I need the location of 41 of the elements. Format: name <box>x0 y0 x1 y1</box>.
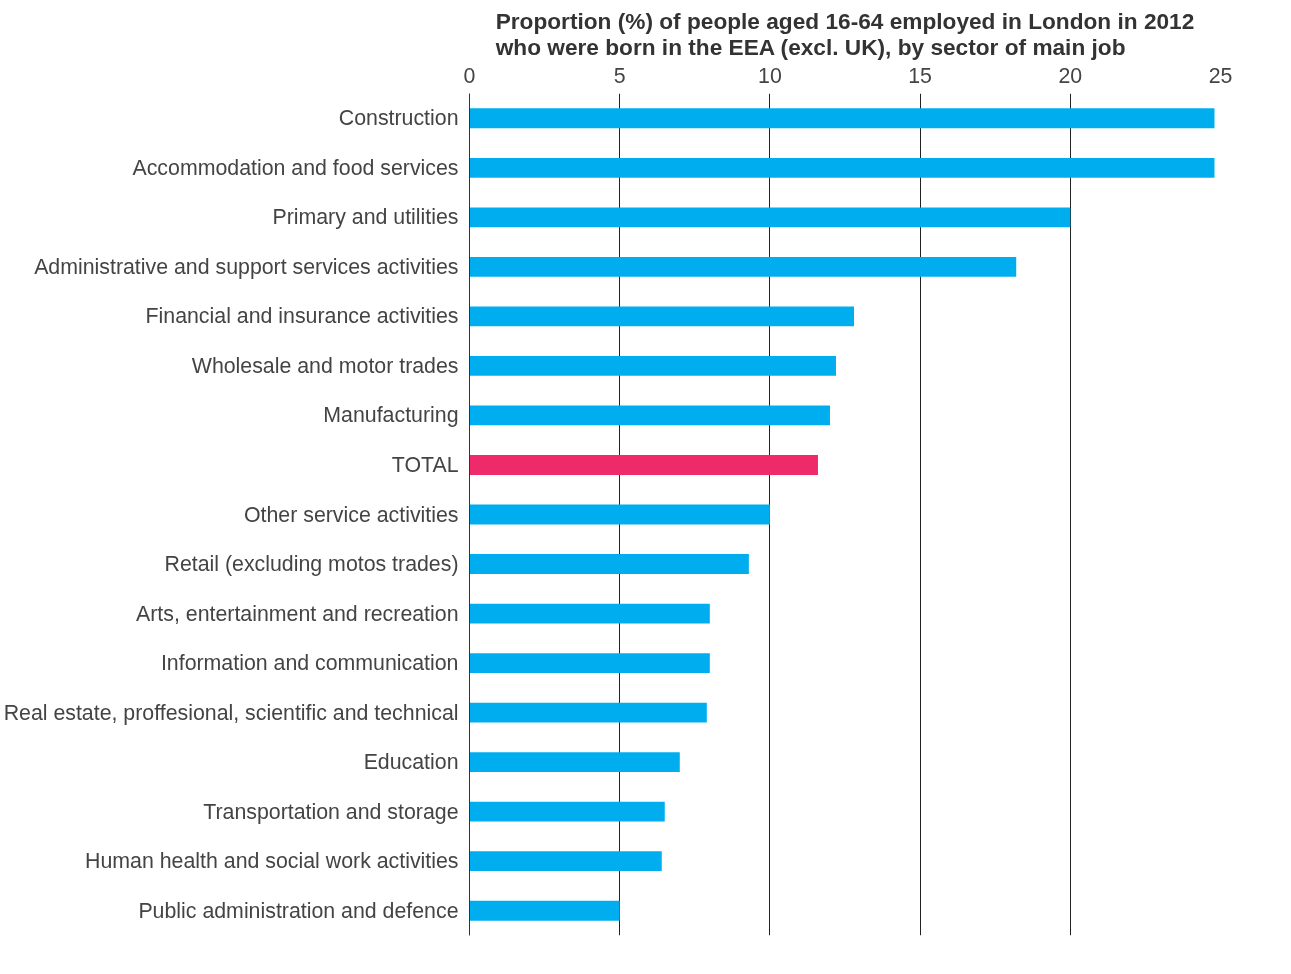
y-tick-label: Accommodation and food services <box>132 155 459 180</box>
bar <box>469 603 710 624</box>
bar <box>469 554 749 574</box>
x-tick-label: 5 <box>613 63 626 88</box>
bar <box>469 455 818 475</box>
y-tick-label: Education <box>363 750 459 775</box>
x-tick-label: 20 <box>1058 63 1083 88</box>
bar <box>469 256 1017 277</box>
y-tick-label: Public administration and defence <box>138 898 459 923</box>
y-tick-label: Arts, entertainment and recreation <box>136 601 459 626</box>
bar <box>469 108 1215 129</box>
bar <box>469 801 665 822</box>
x-tick-label: 0 <box>463 63 476 88</box>
y-tick-label: Retail (excluding motos trades) <box>164 552 459 577</box>
bar <box>469 356 836 376</box>
y-tick-label: Real estate, proffesional, scientific and technical <box>3 700 459 725</box>
bar <box>469 653 710 673</box>
y-tick-label: TOTAL <box>391 452 459 477</box>
chart-title: Proportion (%) of people aged 16-64 employed in London in 2012 who were born in the EEA (excl. UK), by sector of main job <box>494 7 1195 60</box>
y-tick-label: Administrative and support services activities <box>34 254 459 279</box>
bar <box>469 157 1215 178</box>
y-tick-label: Primary and utilities <box>272 205 459 230</box>
x-tick-label: 10 <box>758 63 782 88</box>
bar <box>469 207 1071 228</box>
y-tick-label: Information and communication <box>160 651 459 676</box>
x-tick-label: 15 <box>908 63 932 88</box>
bar <box>469 504 770 525</box>
bar <box>469 405 830 426</box>
y-tick-label: Transportation and storage <box>203 799 459 824</box>
bar <box>469 900 620 921</box>
bar <box>469 752 680 773</box>
x-tick-label: 25 <box>1208 63 1233 88</box>
y-tick-label: Other service activities <box>243 502 459 527</box>
y-tick-label: Human health and social work activities <box>85 849 459 874</box>
bar <box>469 702 707 723</box>
y-tick-label: Construction <box>338 106 459 131</box>
bar <box>469 851 662 872</box>
y-tick-label: Financial and insurance activities <box>145 304 459 329</box>
y-tick-label: Wholesale and motor trades <box>191 353 459 378</box>
y-tick-label: Manufacturing <box>323 403 459 428</box>
bar <box>469 306 855 327</box>
